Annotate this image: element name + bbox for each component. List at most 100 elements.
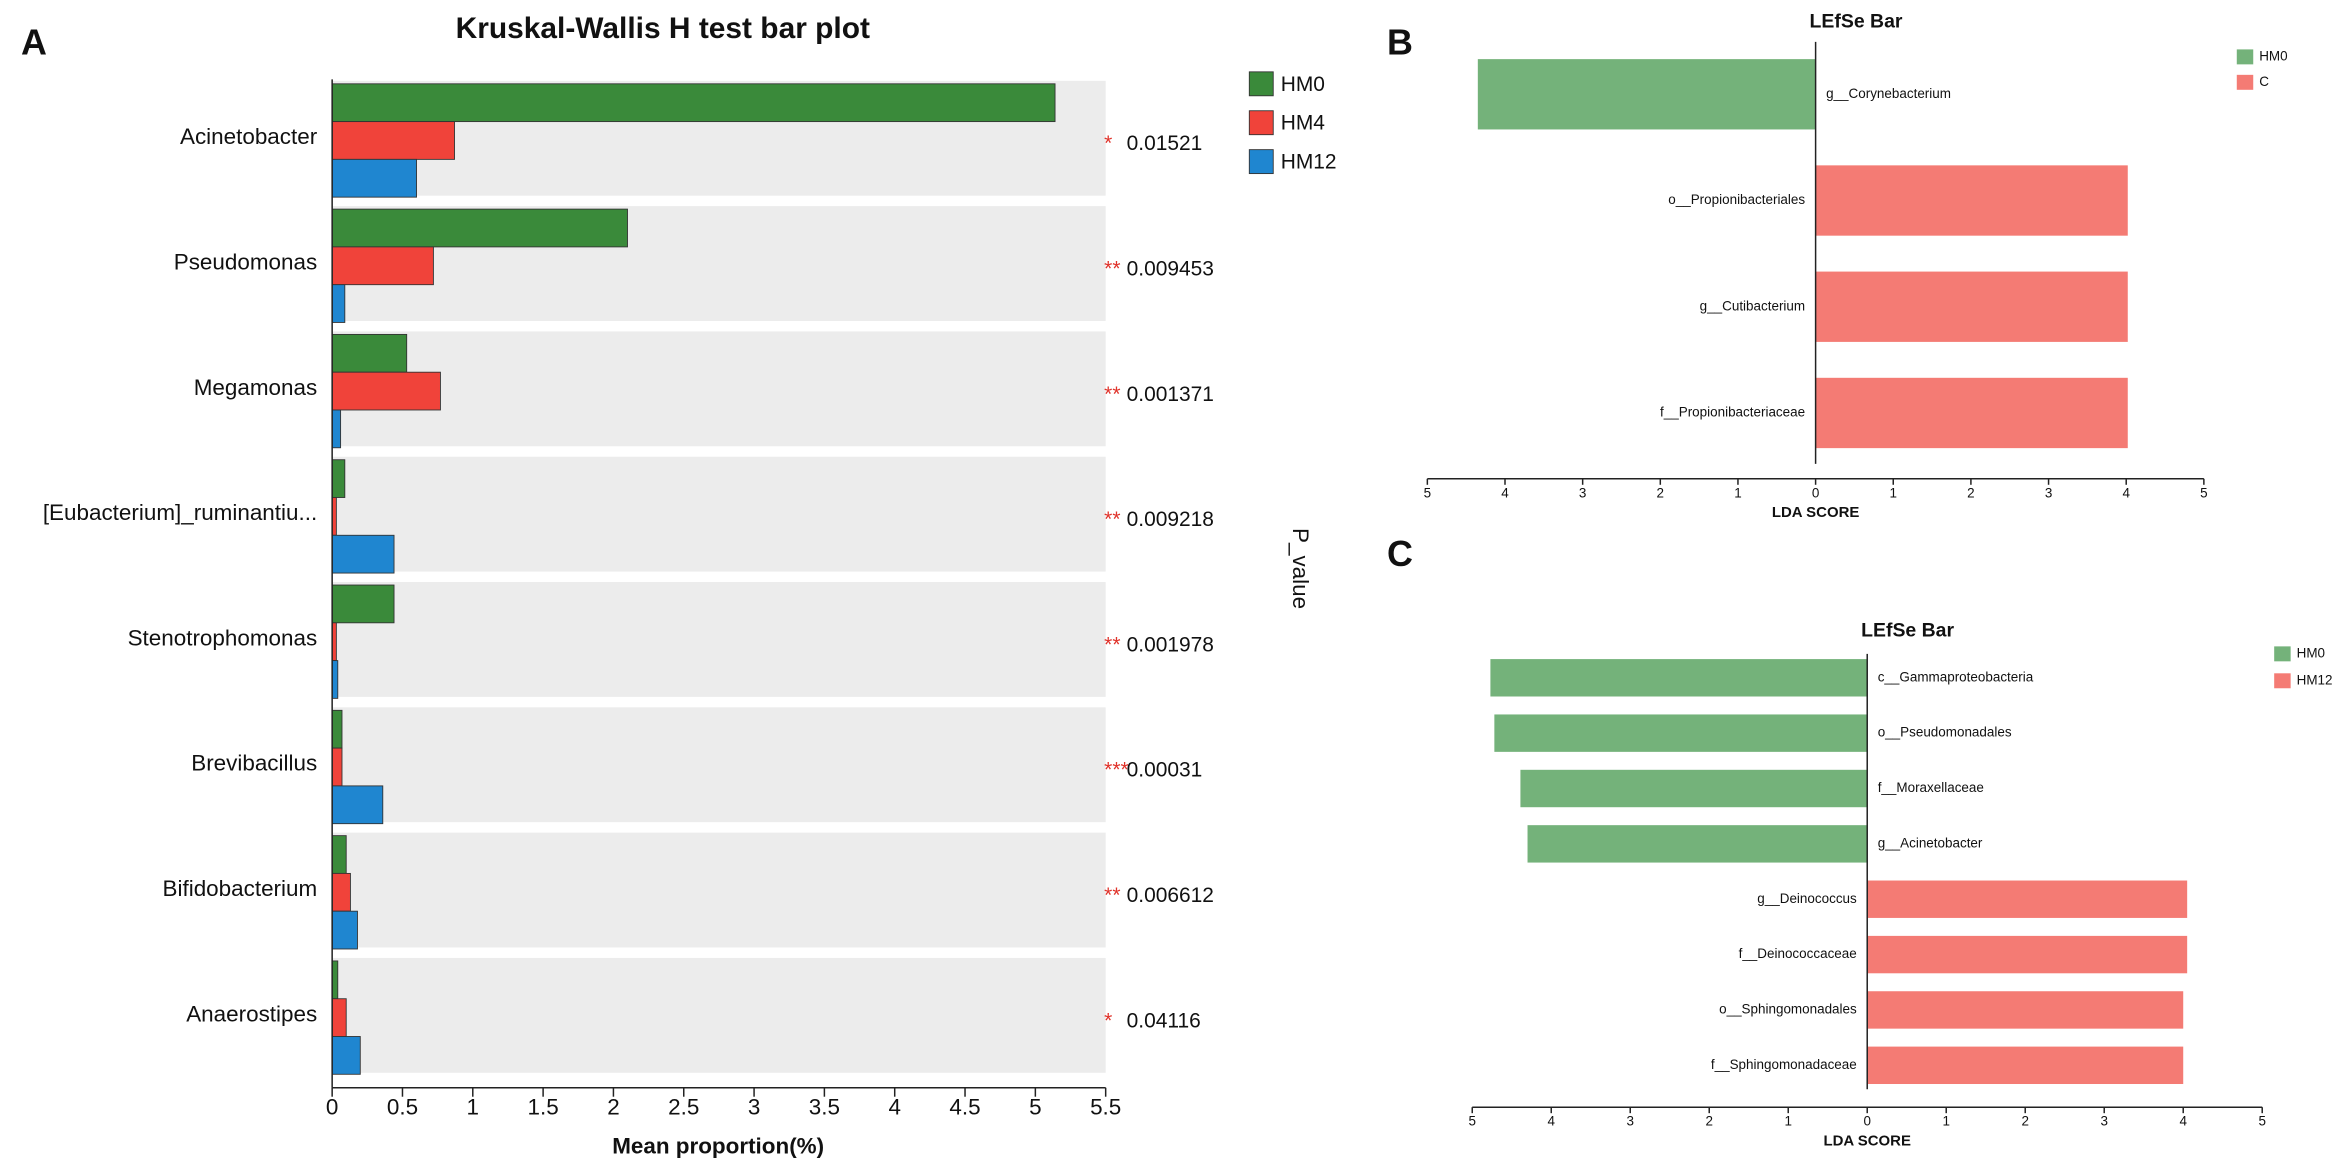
category-label: Acinetobacter — [180, 124, 318, 149]
category-label: Bifidobacterium — [163, 876, 318, 901]
x-tick-label: 4 — [2122, 485, 2130, 500]
feature-label: f__Moraxellaceae — [1878, 780, 1984, 795]
x-tick-label: 3 — [2100, 1114, 2107, 1129]
bar — [1490, 659, 1868, 697]
bar — [1815, 377, 2128, 449]
bar — [331, 208, 628, 248]
p-value-number: 0.001371 — [1127, 382, 1214, 405]
feature-label: o__Sphingomonadales — [1719, 1002, 1857, 1017]
category-label: Brevibacillus — [191, 751, 317, 776]
p-value: ** 0.001371 — [1104, 382, 1214, 405]
bar — [331, 121, 455, 160]
bar — [331, 459, 346, 498]
x-tick-label: 2 — [607, 1095, 619, 1120]
x-axis-label: Mean proportion(%) — [612, 1134, 824, 1159]
bar — [331, 584, 395, 624]
p-value: ** 0.009453 — [1104, 257, 1214, 280]
legend-swatch — [1248, 110, 1274, 136]
bar — [1477, 59, 1816, 130]
p-value: * 0.01521 — [1104, 132, 1202, 155]
bar — [331, 284, 346, 323]
feature-label: f__Propionibacteriaceae — [1660, 405, 1805, 420]
legend-label: HM4 — [1281, 112, 1326, 135]
p-value-number: 0.00031 — [1127, 758, 1203, 781]
bar — [331, 872, 351, 912]
x-tick-label: 5.5 — [1090, 1095, 1121, 1120]
bar — [1867, 880, 2188, 918]
x-tick-label: 5 — [1468, 1114, 1475, 1129]
x-tick-label: 2 — [1967, 485, 1974, 500]
p-value-number: 0.04116 — [1127, 1009, 1201, 1032]
category-label: Anaerostipes — [186, 1001, 317, 1026]
significance: ** — [1104, 382, 1120, 405]
legend-label: HM0 — [2259, 48, 2287, 63]
bar — [1867, 1046, 2184, 1085]
bar — [1494, 714, 1868, 752]
bar — [1815, 271, 2128, 342]
significance: ** — [1104, 633, 1120, 656]
p-value: ** 0.001978 — [1104, 633, 1214, 656]
x-tick-label: 5 — [1029, 1095, 1041, 1120]
bar — [331, 835, 347, 874]
p-value: ***0.00031 — [1104, 758, 1202, 781]
legend-swatch — [2274, 673, 2291, 689]
feature-label: o__Propionibacteriales — [1668, 192, 1805, 207]
x-tick-label: 5 — [2258, 1114, 2265, 1129]
legend-swatch — [2236, 74, 2254, 90]
x-tick-label: 1 — [1942, 1114, 1949, 1129]
x-tick-label: 1 — [1890, 485, 1897, 500]
bar — [331, 83, 1056, 123]
row-background — [332, 582, 1106, 697]
category-label: [Eubacterium]_ruminantiu... — [43, 500, 317, 525]
x-tick-label: 3 — [1626, 1114, 1633, 1129]
bar — [331, 910, 358, 950]
x-tick-label: 2 — [1657, 485, 1664, 500]
feature-label: c__Gammaproteobacteria — [1878, 669, 2034, 684]
chart-title: LEfSe Bar — [1861, 620, 1954, 642]
row-background — [332, 707, 1106, 823]
x-tick-label: 0 — [1863, 1114, 1870, 1129]
legend-swatch — [1248, 149, 1274, 175]
p-value-number: 0.01521 — [1127, 132, 1203, 155]
x-tick-label: 4 — [888, 1095, 900, 1120]
p-value-number: 0.001978 — [1127, 633, 1214, 656]
x-tick-label: 3 — [2045, 485, 2052, 500]
p-value-number: 0.006612 — [1127, 884, 1214, 907]
legend-label: HM0 — [2297, 645, 2325, 660]
legend-label: C — [2259, 74, 2269, 89]
legend-label: HM12 — [1281, 151, 1337, 174]
panel-letter: A — [21, 22, 47, 62]
bar — [331, 998, 347, 1037]
x-tick-label: 0.5 — [387, 1095, 418, 1120]
x-tick-label: 1 — [467, 1095, 479, 1120]
category-label: Pseudomonas — [174, 249, 317, 274]
feature-label: o__Pseudomonadales — [1878, 725, 2012, 740]
p-value: ** 0.009218 — [1104, 508, 1214, 531]
row-background — [332, 957, 1106, 1073]
significance: ** — [1104, 508, 1120, 531]
bar — [331, 709, 343, 749]
significance: * — [1104, 132, 1112, 155]
significance: *** — [1104, 758, 1128, 781]
bar — [331, 158, 417, 198]
feature-label: g__Cutibacterium — [1700, 298, 1805, 313]
x-tick-label: 2.5 — [668, 1095, 699, 1120]
x-tick-label: 4 — [1547, 1114, 1555, 1129]
p-value-number: 0.009218 — [1127, 508, 1214, 531]
legend-label: HM0 — [1281, 73, 1325, 96]
significance: ** — [1104, 884, 1120, 907]
legend-label: HM12 — [2297, 672, 2333, 687]
x-tick-label: 4 — [2179, 1114, 2187, 1129]
feature-label: g__Acinetobacter — [1878, 835, 1983, 850]
x-tick-label: 2 — [2021, 1114, 2028, 1129]
category-label: Stenotrophomonas — [128, 625, 318, 650]
bar — [1867, 991, 2184, 1029]
x-axis-label: LDA SCORE — [1772, 504, 1860, 521]
bar — [331, 246, 434, 286]
chart-title: LEfSe Bar — [1810, 11, 1903, 33]
bar — [1520, 769, 1868, 808]
row-background — [332, 331, 1106, 447]
feature-label: f__Deinococcaceae — [1739, 946, 1857, 961]
x-tick-label: 2 — [1705, 1114, 1712, 1129]
legend-swatch — [2274, 646, 2291, 662]
